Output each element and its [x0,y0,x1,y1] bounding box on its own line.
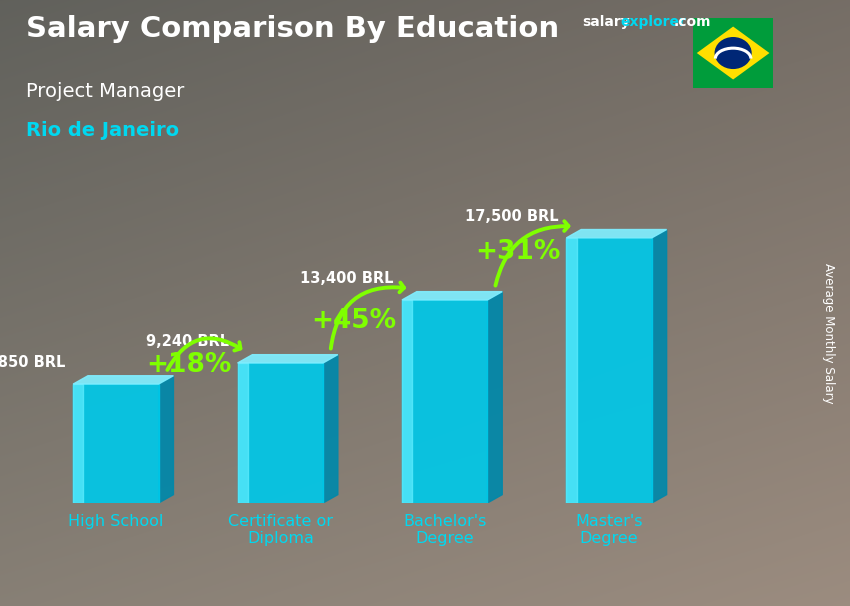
Polygon shape [73,384,159,503]
Polygon shape [237,363,248,503]
Polygon shape [402,291,502,300]
Text: 13,400 BRL: 13,400 BRL [300,271,394,285]
Polygon shape [487,291,502,503]
Text: 17,500 BRL: 17,500 BRL [464,208,558,224]
Text: +31%: +31% [475,239,560,265]
Text: 9,240 BRL: 9,240 BRL [146,334,230,348]
Polygon shape [402,300,487,503]
Polygon shape [73,376,173,384]
Text: Salary Comparison By Education: Salary Comparison By Education [26,15,558,43]
Polygon shape [566,238,576,503]
Polygon shape [697,27,769,79]
Text: Average Monthly Salary: Average Monthly Salary [822,263,836,404]
Polygon shape [566,238,652,503]
Text: Rio de Janeiro: Rio de Janeiro [26,121,178,140]
Text: Project Manager: Project Manager [26,82,184,101]
Polygon shape [73,384,83,503]
Text: explorer: explorer [620,15,686,29]
Polygon shape [323,355,337,503]
Text: +45%: +45% [311,308,396,334]
Text: salary: salary [582,15,630,29]
Text: .com: .com [674,15,711,29]
Polygon shape [402,300,412,503]
Text: +18%: +18% [146,351,232,378]
Polygon shape [237,363,323,503]
Text: 7,850 BRL: 7,850 BRL [0,355,65,370]
Polygon shape [159,376,173,503]
Polygon shape [566,230,666,238]
Polygon shape [652,230,666,503]
Circle shape [715,37,751,69]
Polygon shape [237,355,337,363]
